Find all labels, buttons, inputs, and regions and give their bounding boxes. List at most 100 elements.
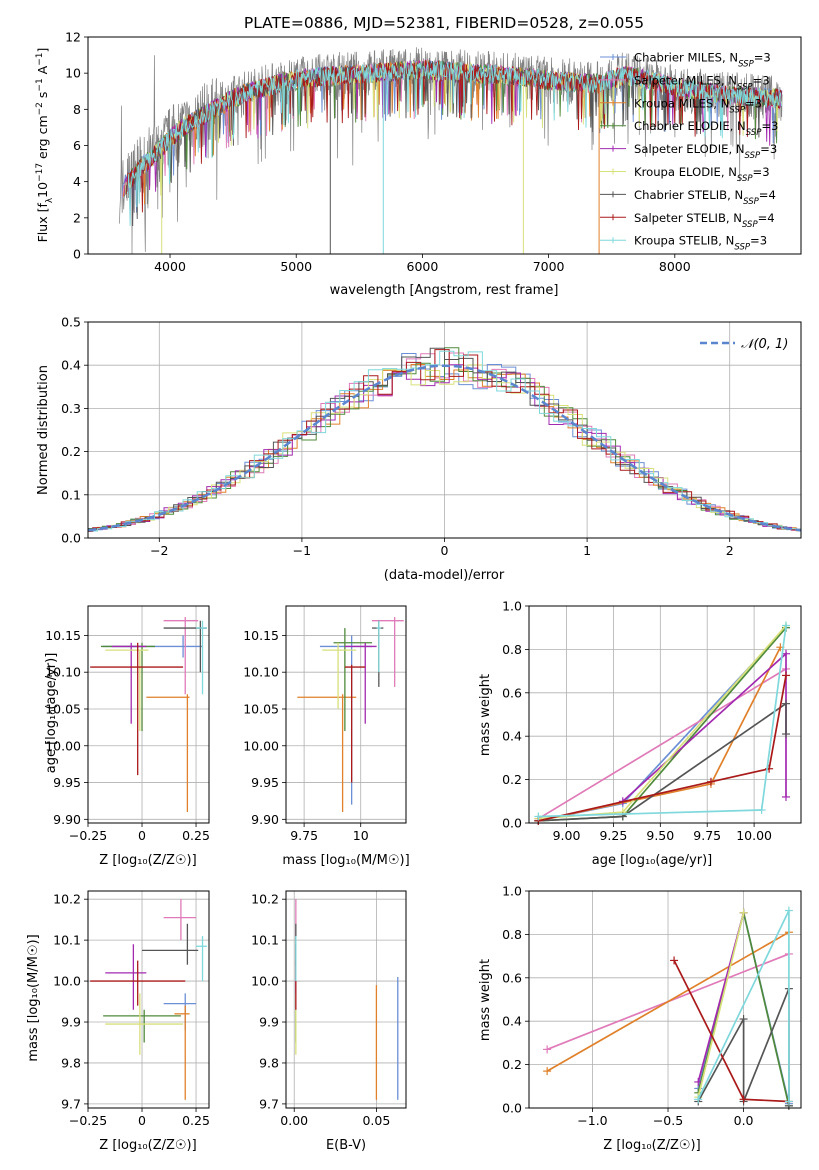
legend-name: Kroupa STELIB, N	[634, 234, 734, 248]
x-tick-label: 7000	[533, 259, 565, 274]
y-tick-label: 10.2	[53, 892, 81, 907]
legend-sub: SSP	[742, 220, 758, 230]
x-tick-label: −0.25	[69, 1113, 107, 1128]
spectrum-panel: 4000 5000 6000 7000 8000 0 2 4 6 8 10 12	[65, 30, 802, 274]
y-tick-label: 9.8	[259, 1055, 279, 1070]
y-tick-label: 10.00	[243, 738, 279, 753]
residual-legend-label: 𝒩(0, 1)	[741, 337, 788, 352]
legend-sub: SSP	[737, 174, 753, 184]
residual-panel: −2 −1 0 1 2 0.0 0.1 0.2 0.3 0.4 0.5	[61, 315, 802, 558]
spectrum-ylabel: Flux [fλ10−17 erg cm−2 s−1 A−1]	[35, 48, 55, 243]
legend-sub: SSP	[746, 128, 762, 138]
legend-label: Chabrier STELIB, NSSP=4	[634, 188, 776, 207]
y-tick-label: 10.1	[251, 933, 279, 948]
legend-label: Kroupa MILES, NSSP=3	[634, 96, 762, 115]
y-tick-label: 0.0	[61, 531, 81, 546]
residual-legend: 𝒩(0, 1)	[700, 337, 788, 352]
y-tick-label: 10.05	[45, 701, 81, 716]
x-tick-label: 8000	[659, 259, 691, 274]
y-tick-label: 10.0	[53, 974, 81, 989]
x-tick-label: 9.00	[553, 828, 581, 843]
legend-sub: SSP	[737, 82, 753, 92]
axes-frame	[285, 605, 407, 824]
ylabel-part: Flux [f	[35, 203, 50, 243]
legend-label: Salpeter MILES, NSSP=3	[634, 73, 770, 92]
y-tick-label: 10.1	[53, 933, 81, 948]
weight-vs-metallicity-panel: −1.0 −0.5 0.0 0.0 0.2 0.4 0.6 0.8 1.0	[502, 884, 802, 1128]
legend-nssp: =3	[761, 119, 778, 133]
age-vs-mass-panel: 9.75 10 9.90 9.95 10.00 10.05 10.10 10.15	[243, 605, 407, 843]
legend-name: Salpeter MILES, N	[634, 73, 737, 87]
y-tick-label: 10	[65, 66, 81, 81]
y-tick-label: 10.10	[45, 665, 81, 680]
y-tick-label: 9.90	[53, 812, 81, 827]
legend-name: Salpeter STELIB, N	[634, 211, 742, 225]
axes-frame	[285, 890, 407, 1109]
y-tick-label: 9.8	[61, 1055, 81, 1070]
y-tick-label: 0.0	[502, 816, 522, 831]
legend-sub: SSP	[745, 151, 761, 161]
legend-label: Salpeter ELODIE, NSSP=3	[634, 142, 777, 161]
axes-frame	[528, 890, 802, 1109]
legend-name: Kroupa MILES, N	[634, 96, 729, 110]
weight-line-kroupa_miles	[546, 931, 790, 1072]
histograms	[88, 347, 801, 533]
ylabel-part: −17	[35, 163, 45, 182]
x-tick-label: 0.25	[182, 1113, 210, 1128]
y-tick-label: 0.0	[502, 1101, 522, 1116]
x-tick-label: −1	[293, 543, 311, 558]
x-tick-label: 4000	[154, 259, 186, 274]
legend-label: Chabrier ELODIE, NSSP=3	[634, 119, 778, 138]
y-tick-label: 0.6	[502, 685, 522, 700]
y-tick-label: 0.3	[61, 401, 81, 416]
histogram-kroupa_stelib	[88, 350, 801, 532]
legend-label: Salpeter STELIB, NSSP=4	[634, 211, 775, 230]
legend-name: Kroupa ELODIE, N	[634, 165, 737, 179]
y-tick-label: 9.9	[259, 1015, 279, 1030]
ylabel-part: s	[35, 92, 50, 103]
y-tick-label: 0.2	[61, 444, 81, 459]
ylabel-part: 10	[35, 182, 50, 198]
ylabel-part: erg cm	[35, 115, 50, 163]
y-tick-label: 10.2	[251, 892, 279, 907]
x-tick-label: 9.75	[290, 828, 318, 843]
x-tick-label: 0.05	[362, 1113, 390, 1128]
x-tick-label: 6000	[407, 259, 439, 274]
x-tick-label: 0	[138, 1113, 146, 1128]
y-tick-label: 9.95	[53, 775, 81, 790]
x-tick-label: 9.75	[693, 828, 721, 843]
legend-sub: SSP	[743, 197, 759, 207]
y-tick-label: 0.5	[61, 315, 81, 330]
mass-z-xlabel: Z [log₁₀(Z/Z☉)]	[99, 1138, 196, 1153]
ylabel-part: −1	[35, 53, 45, 66]
weight-vs-age-panel: 9.00 9.25 9.50 9.75 10.00 0.0 0.2 0.4 0.6 0.8 1.0	[502, 599, 802, 843]
legend-name: Salpeter ELODIE, N	[634, 142, 745, 156]
x-tick-label: 0	[441, 543, 449, 558]
legend-nssp: =3	[750, 234, 767, 248]
y-tick-label: 10.0	[251, 974, 279, 989]
mass-z-ylabel: mass [log₁₀(M/M☉)]	[26, 934, 41, 1061]
legend-nssp: =3	[745, 96, 762, 110]
age-z-xlabel: Z [log₁₀(Z/Z☉)]	[99, 853, 196, 868]
y-tick-label: 0	[73, 247, 81, 262]
y-tick-label: 4	[73, 174, 81, 189]
legend-name: Chabrier MILES, N	[634, 51, 738, 65]
y-tick-label: 0.2	[502, 1057, 522, 1072]
weight-z-ylabel: mass weight	[478, 959, 493, 1041]
age-z-ylabel: age [log₁₀(age/yr)]	[44, 653, 59, 774]
weight-line-salpeter_stelib	[538, 675, 787, 822]
legend-label: Kroupa ELODIE, NSSP=3	[634, 165, 770, 184]
y-tick-label: 10.05	[243, 701, 279, 716]
histogram-salpeter_stelib	[88, 349, 801, 532]
ylabel-part: −1	[35, 78, 45, 91]
x-tick-label: 0.00	[280, 1113, 308, 1128]
y-tick-label: 2	[73, 210, 81, 225]
legend-sub: SSP	[729, 105, 745, 115]
x-tick-label: −0.5	[653, 1113, 683, 1128]
axes-frame	[87, 321, 802, 539]
y-tick-label: 0.2	[502, 772, 522, 787]
x-tick-label: 9.25	[599, 828, 627, 843]
ylabel-part: A	[35, 65, 50, 78]
spectrum-lines	[119, 47, 783, 254]
